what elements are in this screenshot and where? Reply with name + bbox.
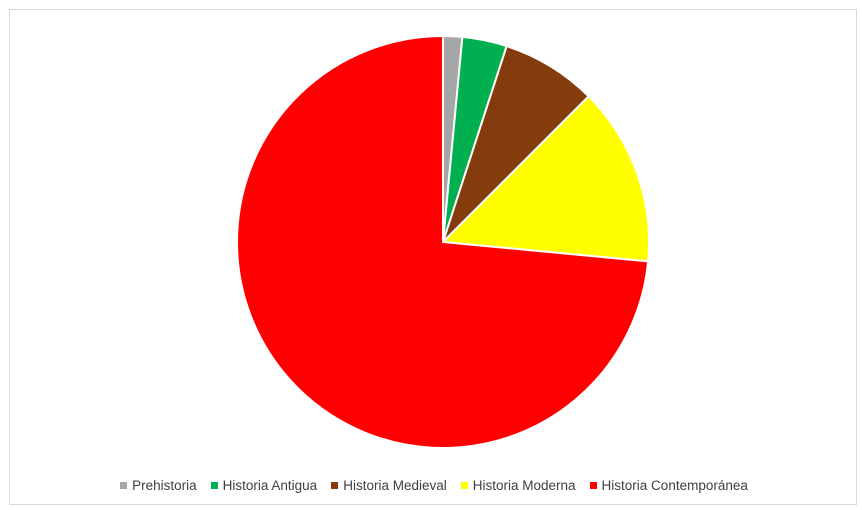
legend-swatch-historia-moderna [460,482,468,489]
legend-item-historia-moderna: Historia Moderna [460,478,576,493]
legend-item-historia-medieval: Historia Medieval [331,478,447,493]
legend-item-historia-antigua: Historia Antigua [210,478,318,493]
pie-slice-historia-moderna [442,95,650,263]
legend-swatch-prehistoria [120,482,128,489]
legend-item-prehistoria: Prehistoria [120,478,197,493]
legend-label-prehistoria: Prehistoria [132,478,197,493]
legend-swatch-historia-contemporanea [589,482,597,489]
legend-swatch-historia-antigua [210,482,218,489]
legend-label-historia-contemporanea: Historia Contemporánea [601,478,748,493]
pie-chart [236,35,650,449]
pie-slice-historia-medieval [442,45,590,243]
legend-label-historia-moderna: Historia Moderna [472,478,576,493]
legend-item-historia-contemporanea: Historia Contemporánea [589,478,748,493]
chart-legend: Prehistoria Historia Antigua Historia Me… [10,478,858,493]
chart-area: Prehistoria Historia Antigua Historia Me… [9,9,857,505]
legend-label-historia-antigua: Historia Antigua [222,478,318,493]
pie-slice-historia-contemporanea [236,35,650,449]
legend-label-historia-medieval: Historia Medieval [343,478,447,493]
legend-swatch-historia-medieval [331,482,339,489]
